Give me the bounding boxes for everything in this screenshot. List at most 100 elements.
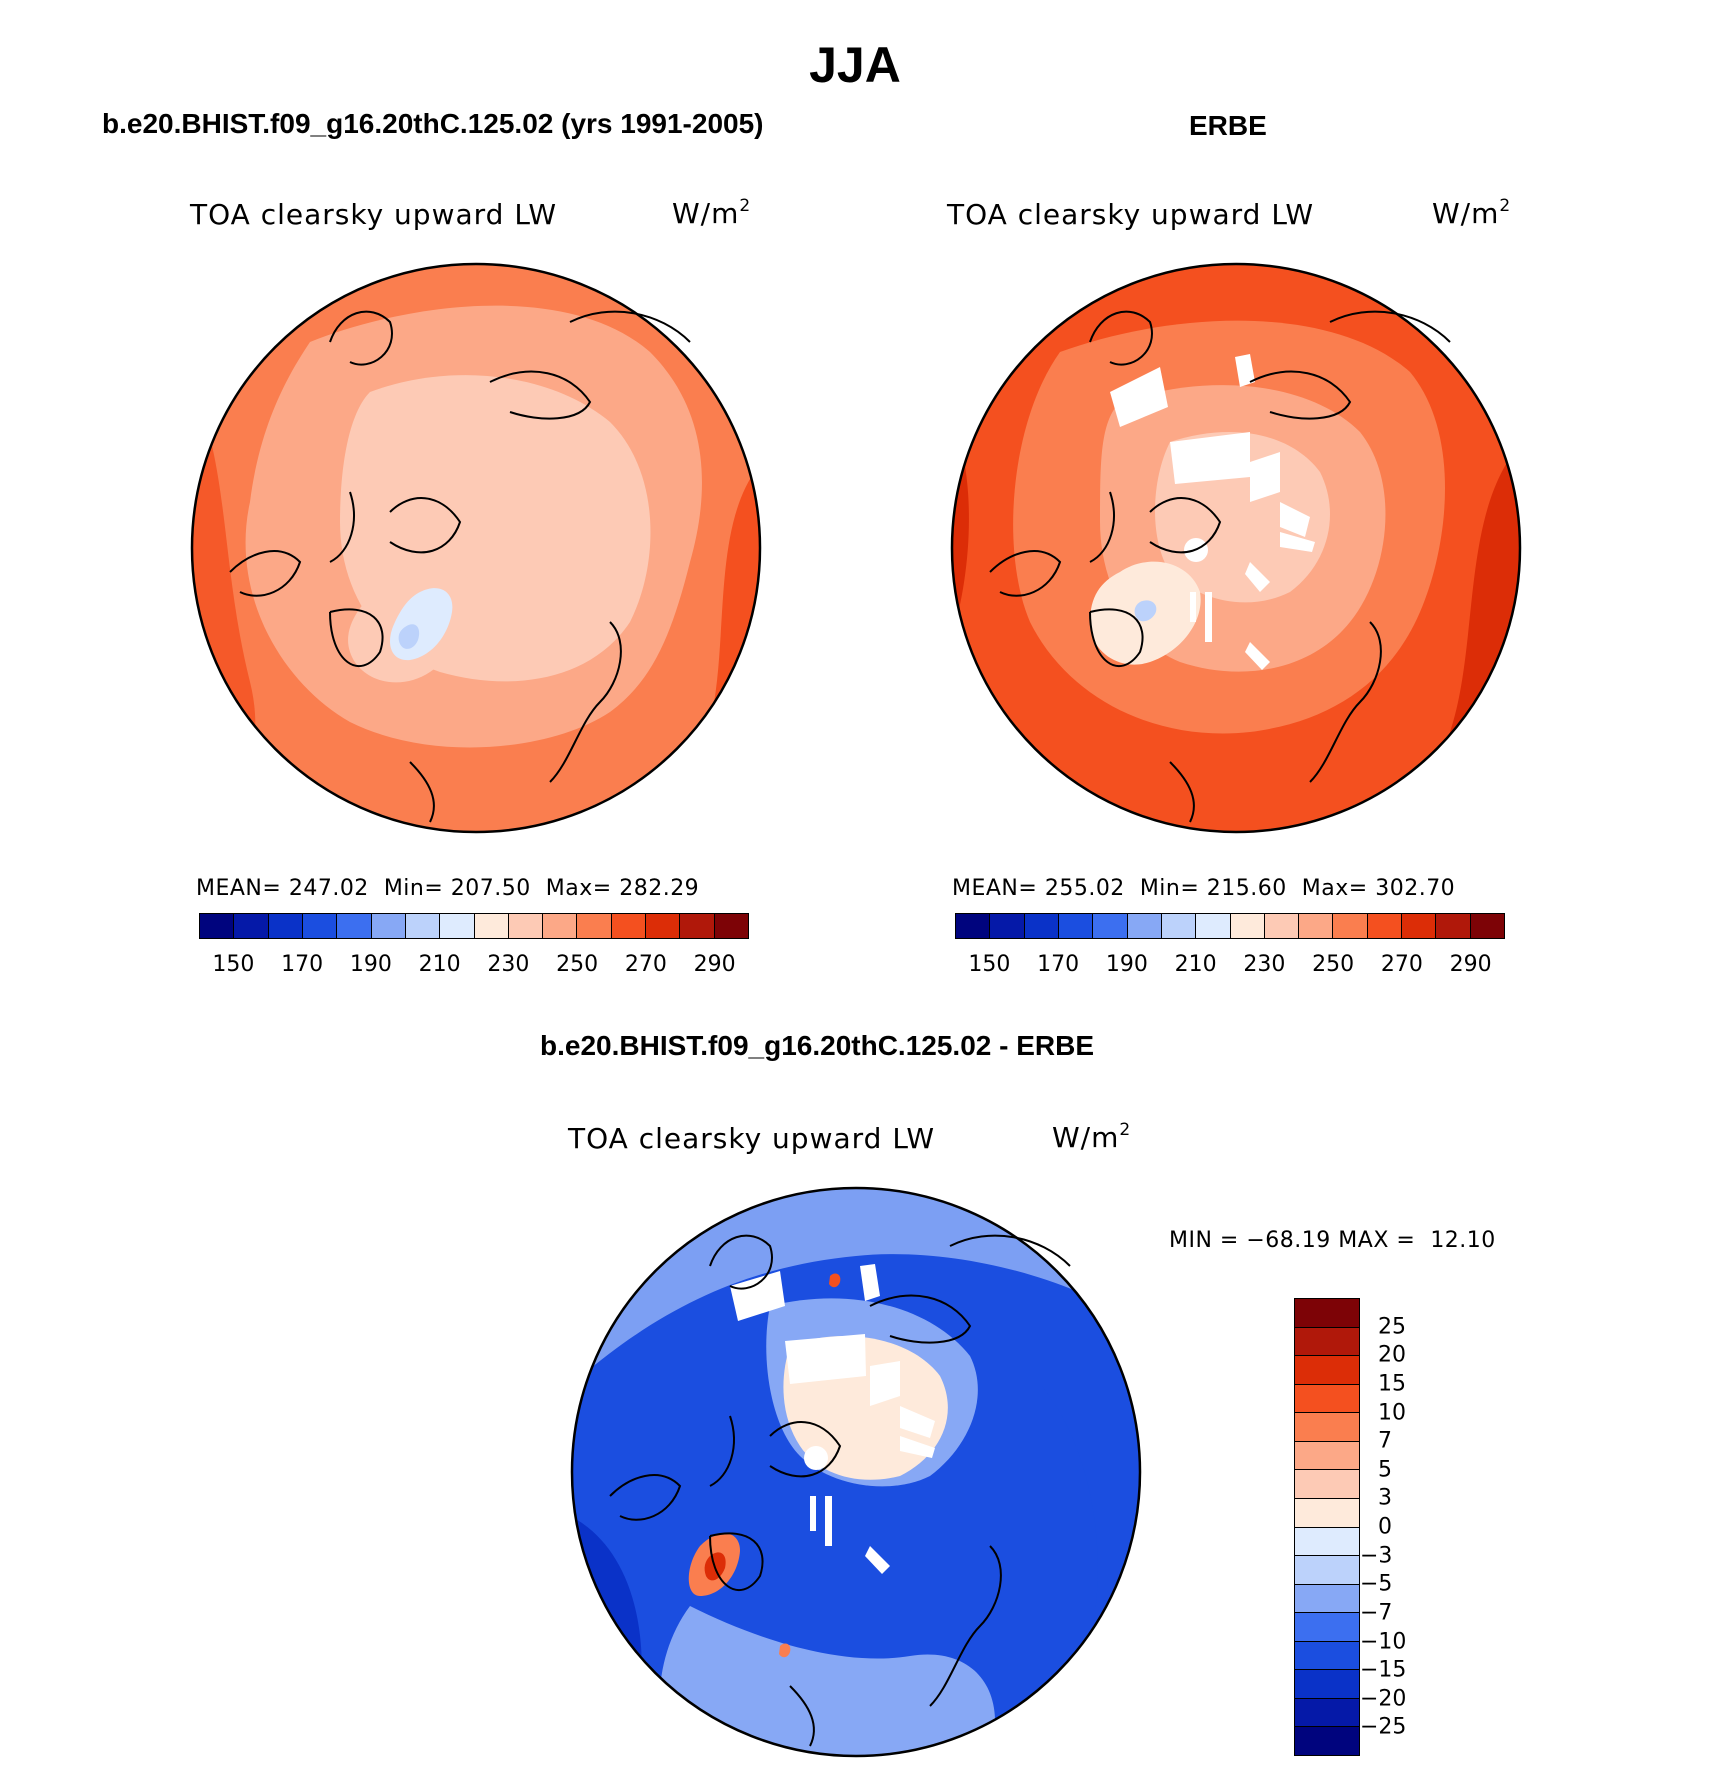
colorbar-segment [1093,914,1128,938]
panel1-colorbar-ticks: 150 170 190 210 230 250 270 290 [199,952,749,982]
colorbar-segment [1024,914,1059,938]
colorbar-segment [1402,914,1437,938]
colorbar-segment [1295,1498,1359,1528]
colorbar-segment [1058,914,1094,938]
colorbar-tick-label: 0 [1378,1514,1392,1540]
colorbar-segment [1295,1470,1359,1499]
colorbar-segment [1127,914,1162,938]
colorbar-tick-label: 190 [349,952,392,977]
colorbar-segment [1295,1356,1359,1385]
colorbar-segment [1264,914,1300,938]
colorbar-segment [1299,914,1334,938]
colorbar-tick-label: −20 [1360,1686,1407,1712]
colorbar-tick-label: 10 [1378,1400,1406,1425]
panel2-colorbar [955,913,1505,939]
colorbar-segment [1295,1384,1359,1414]
colorbar-tick-label: 7 [1378,1428,1392,1454]
colorbar-segment [1295,1698,1359,1728]
colorbar-segment [200,914,235,938]
colorbar-segment [1333,914,1368,938]
panel1-title: b.e20.BHIST.f09_g16.20thC.125.02 (yrs 19… [102,108,764,139]
colorbar-segment [1295,1299,1359,1328]
colorbar-segment [680,914,715,938]
colorbar-segment [1436,914,1471,938]
main-title: JJA [809,37,901,93]
panel3-units: W/m2 [1052,1120,1132,1154]
colorbar-tick-label: −10 [1360,1629,1407,1654]
colorbar-segment [956,914,991,938]
panel1-map [190,262,762,834]
colorbar-tick-label: −25 [1360,1714,1407,1740]
colorbar-segment [1295,1641,1359,1671]
colorbar-segment [1295,1413,1359,1442]
panel3-stats: MIN = −68.19 MAX = 12.10 [1169,1228,1496,1253]
colorbar-tick-label: 290 [693,952,736,977]
colorbar-tick-label: 250 [1312,952,1355,977]
panel1-variable: TOA clearsky upward LW [190,198,558,231]
panel3-variable: TOA clearsky upward LW [568,1122,936,1155]
colorbar-segment [1295,1327,1359,1357]
colorbar-segment [371,914,406,938]
colorbar-tick-label: 250 [556,952,599,977]
colorbar-tick-label: 270 [1380,952,1423,977]
colorbar-segment [1295,1527,1359,1557]
colorbar-tick-label: −7 [1360,1600,1393,1626]
colorbar-tick-label: 230 [487,952,530,977]
colorbar-tick-label: 170 [1037,952,1080,977]
colorbar-segment [1295,1613,1359,1642]
panel1-stats: MEAN= 247.02 Min= 207.50 Max= 282.29 [196,876,700,901]
colorbar-tick-label: 270 [624,952,667,977]
colorbar-tick-label: −5 [1360,1571,1393,1597]
colorbar-segment [543,914,578,938]
colorbar-segment [646,914,681,938]
colorbar-segment [577,914,612,938]
colorbar-segment [337,914,372,938]
panel2-title: ERBE [1189,110,1267,141]
colorbar-tick-label: 150 [212,952,255,977]
colorbar-tick-label: −3 [1360,1543,1393,1569]
colorbar-tick-label: 210 [418,952,461,977]
colorbar-segment [234,914,269,938]
panel1-colorbar [199,913,749,939]
colorbar-segment [990,914,1025,938]
colorbar-tick-label: 150 [968,952,1011,977]
colorbar-tick-label: 20 [1378,1342,1406,1368]
panel2-stats: MEAN= 255.02 Min= 215.60 Max= 302.70 [952,876,1456,901]
colorbar-tick-label: 5 [1378,1457,1392,1483]
panel3-map [570,1186,1142,1758]
colorbar-segment [440,914,475,938]
panel3-colorbar [1294,1298,1360,1756]
colorbar-segment [508,914,544,938]
panel2-variable: TOA clearsky upward LW [947,198,1315,231]
colorbar-tick-label: 290 [1449,952,1492,977]
colorbar-segment [1230,914,1265,938]
colorbar-segment [1161,914,1197,938]
colorbar-segment [1295,1670,1359,1699]
colorbar-segment [1295,1556,1359,1585]
colorbar-segment [1295,1584,1359,1614]
colorbar-segment [714,914,748,938]
colorbar-segment [1470,914,1504,938]
colorbar-tick-label: 190 [1105,952,1148,977]
panel2-map [950,262,1522,834]
panel2-colorbar-ticks: 150 170 190 210 230 250 270 290 [955,952,1505,982]
colorbar-segment [1196,914,1231,938]
colorbar-tick-label: 170 [281,952,324,977]
colorbar-segment [611,914,647,938]
colorbar-segment [405,914,441,938]
colorbar-tick-label: 210 [1174,952,1217,977]
colorbar-segment [302,914,338,938]
colorbar-tick-label: 15 [1378,1371,1406,1397]
panel3-title: b.e20.BHIST.f09_g16.20thC.125.02 - ERBE [540,1030,1095,1061]
colorbar-segment [1367,914,1403,938]
colorbar-segment [474,914,509,938]
colorbar-segment [1295,1441,1359,1471]
colorbar-tick-label: −15 [1360,1657,1407,1683]
colorbar-tick-label: 230 [1243,952,1286,977]
colorbar-segment [268,914,303,938]
panel1-units: W/m2 [672,196,752,230]
panel2-units: W/m2 [1432,196,1512,230]
colorbar-tick-label: 3 [1378,1485,1392,1511]
panel3-colorbar-ticks: 25 20 15 10 7 5 3 0 −3 −5 −7 −10 −15 −20 −25 [1360,1298,1458,1756]
colorbar-segment [1295,1727,1359,1755]
